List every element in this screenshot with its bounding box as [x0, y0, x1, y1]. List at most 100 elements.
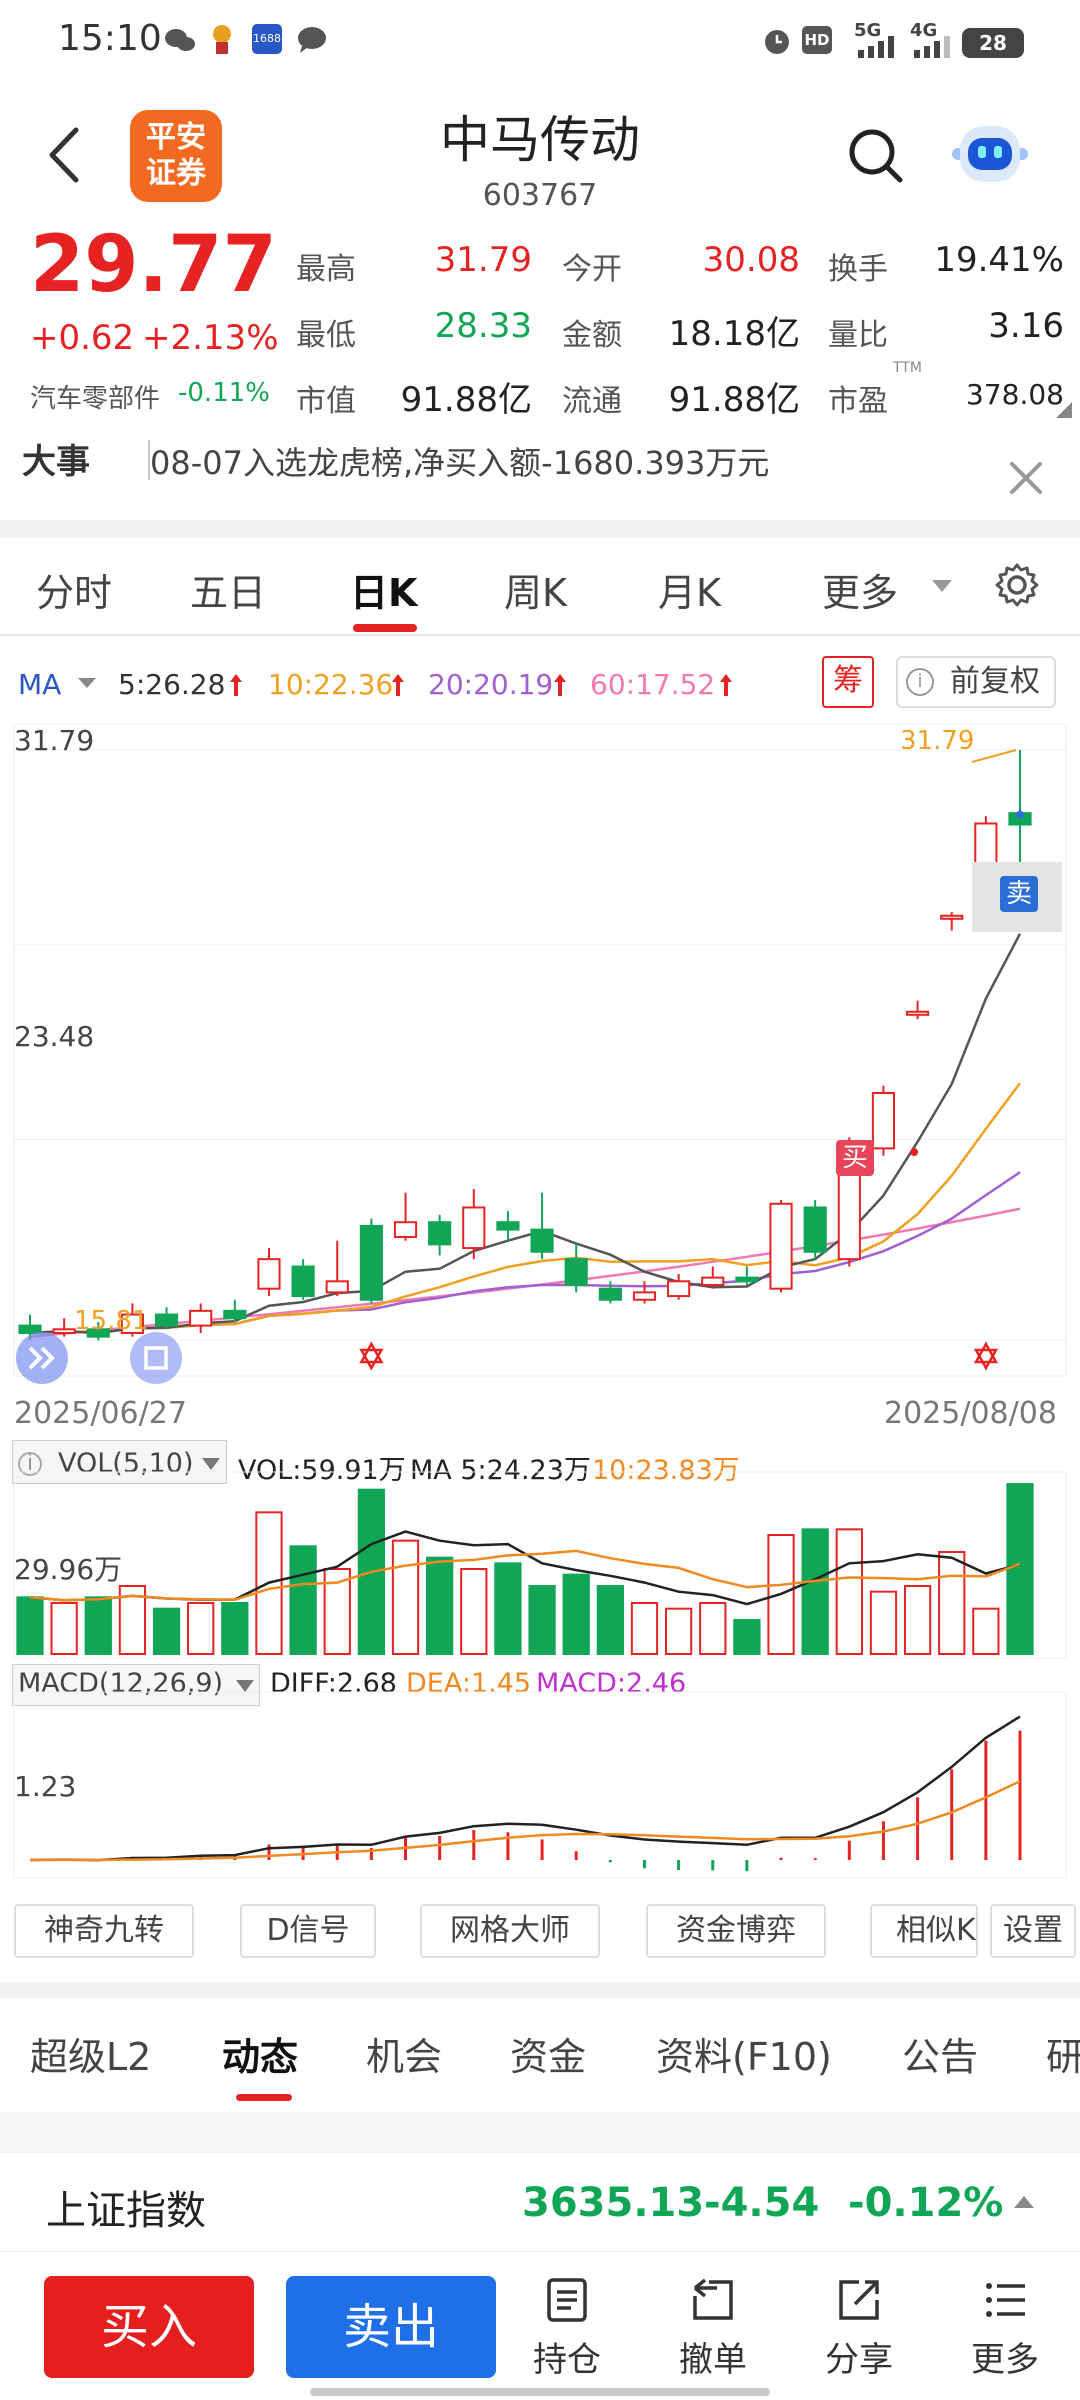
volume-bar: [733, 1619, 761, 1655]
tab-funds[interactable]: 资金: [510, 2035, 587, 2079]
sector-name[interactable]: 汽车零部件: [30, 384, 161, 414]
tool-similar-k[interactable]: 相似K: [870, 1904, 978, 1958]
tab-intraday[interactable]: 分时: [36, 571, 113, 615]
status-bar: 15:10 1688 HD 5G 4G 28: [0, 0, 1080, 80]
macd-diff-line: [29, 1715, 1021, 1862]
macd-chart[interactable]: [0, 1690, 1080, 1880]
index-ticker-bar[interactable]: [0, 2152, 1080, 2252]
ma20-value: 20:20.19: [428, 668, 554, 701]
sell-button[interactable]: 卖出: [286, 2276, 496, 2378]
kline-low-label: 15.81: [74, 1306, 149, 1336]
volume-bar: [84, 1596, 112, 1656]
tab-five-day[interactable]: 五日: [190, 571, 267, 615]
quote-open-label: 今开: [562, 252, 622, 287]
expand-corner-icon[interactable]: [1054, 400, 1074, 420]
dropdown-icon[interactable]: [234, 1678, 256, 1694]
kline-high-label: 31.79: [900, 726, 975, 756]
ma5-line: [29, 933, 1022, 1335]
tab-opportunity[interactable]: 机会: [366, 2035, 443, 2079]
tool-d-signal[interactable]: D信号: [240, 1904, 376, 1958]
info-icon: i: [906, 668, 934, 696]
up-arrow-icon: [392, 674, 404, 696]
ai-assistant-robot-icon[interactable]: [950, 118, 1030, 190]
nav-holdings[interactable]: 持仓: [512, 2276, 622, 2396]
candle-body: [769, 1202, 793, 1290]
tab-super-l2[interactable]: 超级L2: [30, 2035, 152, 2079]
volume-bar: [869, 1590, 898, 1655]
candle-body: [701, 1276, 725, 1286]
sell-signal-tag[interactable]: 卖: [1000, 876, 1038, 912]
candle-body: [189, 1309, 213, 1327]
up-arrow-icon: [554, 674, 566, 696]
expand-sidebar-icon[interactable]: [14, 1330, 70, 1386]
candle-body: [428, 1221, 452, 1246]
candle-body: [120, 1313, 144, 1334]
tab-announcement[interactable]: 公告: [902, 2035, 979, 2079]
chart-frame: [13, 1691, 1067, 1879]
tab-news[interactable]: 动态: [222, 2035, 299, 2079]
tool-magic-nine[interactable]: 神奇九转: [14, 1904, 194, 1958]
quote-mktcap-label: 市值: [296, 384, 356, 419]
tab-monthly-k[interactable]: 月K: [658, 571, 721, 615]
volume-chart[interactable]: [0, 1470, 1080, 1660]
chevron-up-icon[interactable]: [1014, 2196, 1034, 2208]
tab-research[interactable]: 研: [1046, 2035, 1080, 2079]
ma-dropdown-icon[interactable]: [76, 676, 98, 690]
message-icon: [298, 27, 326, 53]
volume-bar: [50, 1602, 78, 1655]
nav-more[interactable]: 更多: [950, 2276, 1060, 2396]
back-arrow-icon[interactable]: [40, 120, 90, 190]
candle-body: [667, 1280, 691, 1298]
tool-settings[interactable]: 设置: [990, 1904, 1076, 1958]
ma60-value: 60:17.52: [590, 668, 716, 701]
volume-bar: [562, 1573, 590, 1655]
tab-weekly-k[interactable]: 周K: [504, 571, 567, 615]
tab-more[interactable]: 更多: [822, 571, 899, 615]
ma-selector[interactable]: MA: [18, 668, 62, 701]
nav-cancel-order[interactable]: 撤单: [658, 2276, 768, 2396]
adjust-mode-button[interactable]: 前复权: [896, 656, 1056, 708]
nav-share[interactable]: 分享: [804, 2276, 914, 2396]
signal-5g-icon: [858, 36, 894, 58]
price-change-percent: +2.13%: [142, 318, 279, 358]
tab-f10[interactable]: 资料(F10): [656, 2035, 832, 2079]
macd-value: MACD:2.46: [536, 1668, 687, 1699]
up-arrow-icon: [230, 674, 242, 696]
volume-ma10-line: [29, 1549, 1021, 1602]
volume-bar: [187, 1602, 215, 1655]
kline-y-top: 31.79: [14, 724, 95, 757]
buy-signal-tag[interactable]: 买: [836, 1140, 874, 1176]
volume-indicator-selector[interactable]: [12, 1440, 227, 1484]
volume-ma10: 10:23.83万: [592, 1455, 740, 1486]
wechat-icon: [165, 29, 195, 51]
tool-grid-master[interactable]: 网格大师: [420, 1904, 600, 1958]
kline-chart[interactable]: [0, 720, 1080, 1380]
search-icon[interactable]: [846, 126, 906, 186]
candle-body: [223, 1309, 247, 1320]
candle-body: [940, 914, 964, 920]
macd-dea-line: [29, 1780, 1021, 1862]
app-1688-icon: 1688: [252, 24, 282, 54]
dropdown-icon[interactable]: [200, 1456, 222, 1472]
chevron-down-icon[interactable]: [930, 578, 954, 594]
volume-bar: [16, 1596, 44, 1656]
chip-distribution-button[interactable]: 筹: [822, 656, 874, 708]
event-text[interactable]: 08-07入选龙虎榜,净买入额-1680.393万元: [150, 444, 770, 482]
gear-icon[interactable]: [994, 562, 1040, 608]
refresh-icon[interactable]: [128, 1330, 184, 1386]
macd-indicator-selector[interactable]: [12, 1664, 260, 1706]
last-price-dot: [1016, 810, 1024, 819]
macd-dea: DEA:1.45: [406, 1668, 532, 1699]
tool-fund-game[interactable]: 资金博弈: [646, 1904, 826, 1958]
quote-volume-ratio-label: 量比: [828, 318, 888, 353]
app-mascot-icon: [213, 25, 231, 54]
macd-indicator-name: MACD(12,26,9): [18, 1668, 224, 1699]
broker-logo[interactable]: 平安 证券: [130, 110, 222, 202]
date-end: 2025/08/08: [884, 1396, 1057, 1431]
volume-bar: [528, 1585, 556, 1655]
close-icon[interactable]: [1004, 456, 1048, 500]
tab-daily-k[interactable]: 日K: [350, 571, 418, 615]
volume-bar: [903, 1585, 932, 1655]
index-name: 上证指数: [46, 2188, 206, 2234]
buy-button[interactable]: 买入: [44, 2276, 254, 2378]
